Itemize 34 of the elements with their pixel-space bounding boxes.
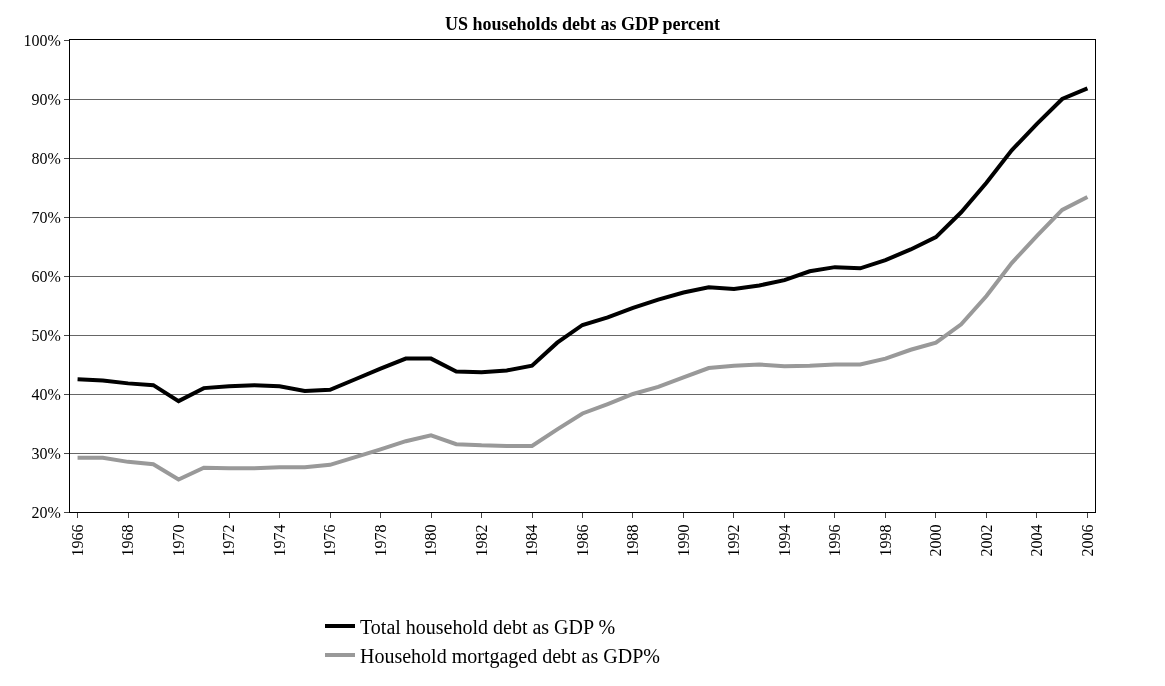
- x-tick-label: 1978: [371, 524, 389, 557]
- x-tick-label: 2000: [927, 524, 945, 557]
- x-tick-label: 1990: [674, 524, 692, 557]
- x-tick-label: 2002: [977, 524, 995, 557]
- x-tick-label: 1980: [422, 524, 440, 557]
- x-tick-label: 1996: [826, 524, 844, 557]
- x-tick-label: 1976: [321, 524, 339, 557]
- x-tick-label: 1998: [876, 524, 894, 557]
- y-tick-label: 40%: [31, 385, 61, 403]
- x-tick-label: 1966: [68, 524, 86, 557]
- y-tick-label: 70%: [31, 208, 61, 226]
- x-tick-label: 1970: [169, 524, 187, 557]
- x-tick-label: 1984: [523, 524, 541, 557]
- y-tick-label: 30%: [31, 444, 61, 462]
- x-tick-label: 1968: [119, 524, 137, 557]
- x-tick-label: 1994: [775, 524, 793, 557]
- x-tick-label: 2006: [1078, 524, 1096, 557]
- x-tick-label: 1982: [472, 524, 490, 557]
- x-tick-label: 1974: [270, 524, 288, 557]
- line-series: [75, 194, 1090, 482]
- y-tick-label: 20%: [31, 503, 61, 521]
- y-tick-label: 100%: [23, 31, 61, 49]
- x-tick-label: 2004: [1028, 524, 1046, 557]
- legend-label: Total household debt as GDP %: [360, 615, 616, 638]
- legend-label: Household mortgaged debt as GDP%: [360, 644, 660, 668]
- y-tick-label: 60%: [31, 267, 61, 285]
- y-tick-label: 80%: [31, 149, 61, 167]
- x-tick-label: 1988: [624, 524, 642, 557]
- x-tick-label: 1972: [220, 524, 238, 557]
- y-tick-label: 90%: [31, 90, 61, 108]
- y-tick-label: 50%: [31, 326, 61, 344]
- chart-title: US households debt as GDP percent: [444, 13, 721, 34]
- x-tick-label: 1992: [725, 524, 743, 557]
- x-tick-label: 1986: [573, 524, 591, 557]
